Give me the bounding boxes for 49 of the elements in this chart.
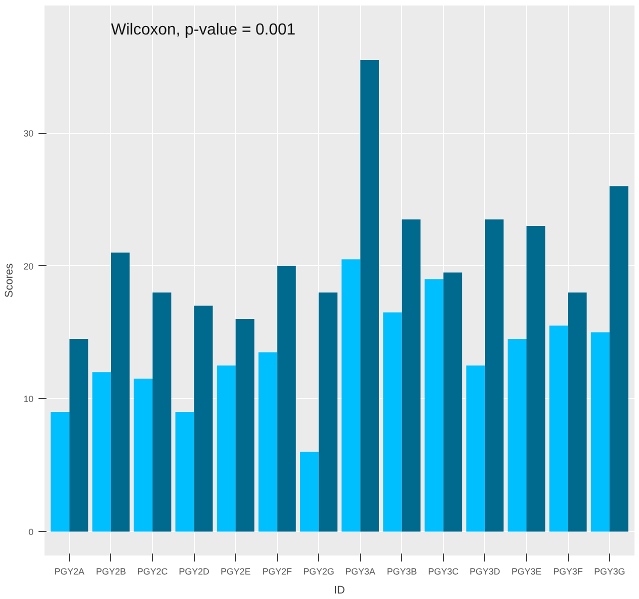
bar	[318, 292, 338, 532]
bar	[277, 266, 296, 532]
bar	[383, 312, 402, 532]
x-tick-label: PGY3G	[594, 566, 626, 576]
bar	[360, 60, 379, 532]
y-tick-label: 10	[23, 394, 34, 404]
bar	[134, 378, 153, 532]
bar	[508, 338, 526, 532]
y-axis-title: Scores	[3, 262, 16, 298]
bar	[110, 252, 130, 532]
bar	[342, 259, 360, 532]
annotation: Wilcoxon, p-value = 0.001	[110, 22, 296, 39]
x-tick-label: PGY2A	[54, 566, 84, 576]
x-tick-label: PGY3E	[511, 566, 542, 576]
y-tick-label: 30	[23, 128, 34, 139]
x-tick-label: PGY2D	[178, 566, 210, 576]
bar	[194, 306, 213, 532]
bar	[152, 292, 172, 532]
bar	[443, 272, 462, 532]
bar	[50, 412, 70, 532]
x-axis-title: ID	[334, 584, 346, 596]
bar	[466, 366, 485, 532]
bar	[402, 219, 421, 532]
x-tick-label: PGY3C	[428, 566, 460, 576]
x-tick-label: PGY3B	[386, 566, 417, 576]
bar	[300, 452, 319, 532]
x-tick-label: PGY2F	[262, 566, 292, 576]
bar	[258, 352, 278, 532]
bar	[610, 186, 628, 532]
x-tick-label: PGY2E	[220, 566, 251, 576]
x-tick-label: PGY2C	[137, 566, 168, 576]
bar	[526, 226, 546, 532]
bar	[216, 366, 236, 532]
x-tick-label: PGY3F	[553, 566, 584, 576]
y-tick-label: 20	[23, 261, 34, 272]
x-tick-label: PGY3D	[470, 566, 501, 576]
bar	[236, 319, 254, 532]
x-tick-label: PGY2B	[96, 566, 126, 576]
bar	[590, 332, 610, 532]
x-tick-label: PGY2G	[303, 566, 334, 576]
bar	[484, 219, 504, 532]
y-tick-label: 0	[28, 527, 34, 538]
bar	[568, 292, 587, 532]
bar	[92, 372, 111, 532]
x-tick-label: PGY3A	[345, 566, 376, 576]
bar	[69, 338, 88, 532]
bar	[424, 279, 444, 532]
bar	[549, 326, 568, 532]
bar	[175, 412, 194, 532]
